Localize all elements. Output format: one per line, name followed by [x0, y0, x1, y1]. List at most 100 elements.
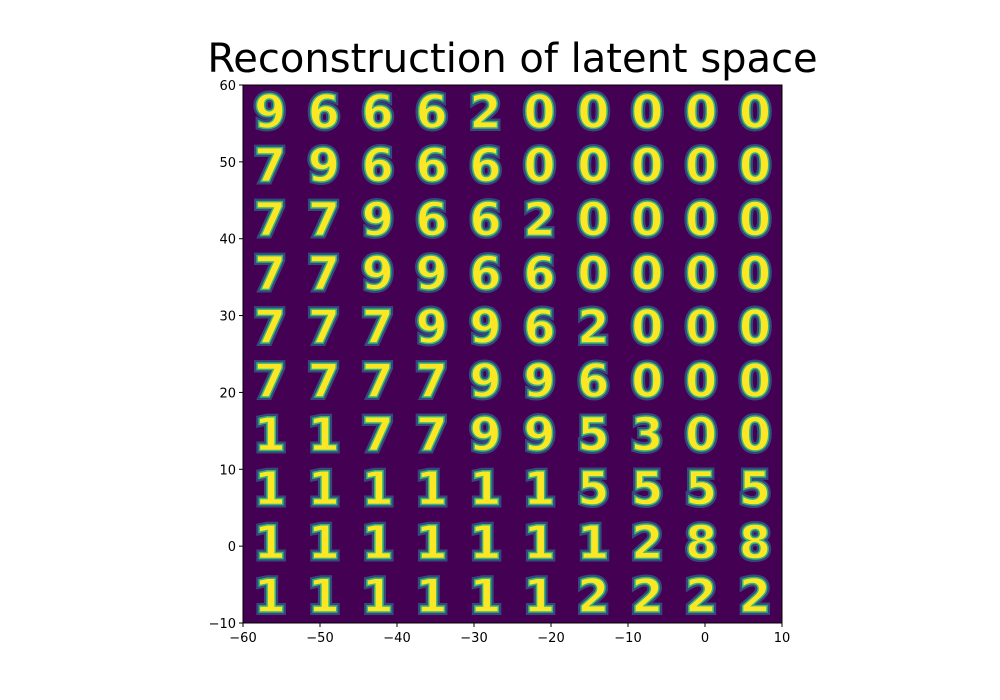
- digit-cell: 22: [736, 566, 774, 626]
- digit-cell: 00: [628, 190, 666, 250]
- digit-cell: 11: [359, 566, 397, 626]
- digit-glow: 1: [254, 515, 286, 569]
- digit-cell: 66: [467, 136, 505, 196]
- digit-cell: 00: [574, 82, 612, 142]
- digit-glyph: 0: [739, 246, 771, 300]
- digit-glow: 1: [470, 569, 502, 623]
- digit-cell: 11: [251, 512, 289, 572]
- digit-glow: 7: [254, 300, 286, 354]
- digit-cell: 00: [628, 351, 666, 411]
- digit-glyph: 7: [416, 408, 448, 462]
- digit-glow: 1: [308, 462, 340, 516]
- digit-glow: 1: [254, 569, 286, 623]
- digit-cell: 66: [359, 82, 397, 142]
- digit-cell: 77: [251, 136, 289, 196]
- digit-cell: 00: [628, 82, 666, 142]
- digit-cell: 00: [682, 405, 720, 465]
- digit-glyph: 0: [685, 408, 717, 462]
- digit-glyph: 6: [523, 300, 555, 354]
- digit-glyph: 9: [523, 408, 555, 462]
- digit-cell: 11: [467, 566, 505, 626]
- digit-glow: 0: [685, 193, 717, 247]
- y-tick-label: 10: [219, 463, 236, 478]
- digit-glow: 9: [470, 408, 502, 462]
- digit-cell: 77: [305, 190, 343, 250]
- digit-glyph: 0: [685, 193, 717, 247]
- digit-cell: 00: [682, 82, 720, 142]
- digit-glyph: 9: [362, 246, 394, 300]
- digit-cell: 77: [305, 351, 343, 411]
- digit-glyph: 1: [308, 515, 340, 569]
- digit-glow: 0: [631, 246, 663, 300]
- digit-cell: 99: [413, 297, 451, 357]
- digit-cell: 00: [736, 82, 774, 142]
- digit-glow: 7: [308, 300, 340, 354]
- digit-glyph: 7: [308, 354, 340, 408]
- digit-glow: 1: [470, 462, 502, 516]
- digit-glow: 2: [685, 569, 717, 623]
- digit-glyph: 7: [308, 246, 340, 300]
- digit-cell: 11: [413, 512, 451, 572]
- digit-glyph: 9: [523, 354, 555, 408]
- digit-cell: 99: [467, 297, 505, 357]
- digit-cell: 99: [305, 136, 343, 196]
- digit-glow: 9: [254, 85, 286, 139]
- digit-glyph: 6: [470, 139, 502, 193]
- digit-cell: 22: [628, 512, 666, 572]
- digit-glyph: 8: [739, 515, 771, 569]
- digit-glyph: 2: [523, 193, 555, 247]
- digit-glyph: 1: [577, 515, 609, 569]
- digit-glyph: 5: [685, 462, 717, 516]
- digit-glyph: 1: [523, 515, 555, 569]
- digit-cell: 11: [359, 512, 397, 572]
- digit-glyph: 0: [739, 354, 771, 408]
- digit-glow: 7: [254, 246, 286, 300]
- digit-glyph: 1: [254, 515, 286, 569]
- digit-glow: 0: [739, 85, 771, 139]
- digit-glow: 2: [577, 569, 609, 623]
- digit-glyph: 5: [739, 462, 771, 516]
- digit-glyph: 1: [308, 462, 340, 516]
- digit-glyph: 1: [470, 515, 502, 569]
- digit-glow: 6: [470, 139, 502, 193]
- digit-glyph: 0: [739, 139, 771, 193]
- digit-glow: 7: [362, 354, 394, 408]
- digit-glow: 7: [308, 193, 340, 247]
- digit-glyph: 0: [523, 85, 555, 139]
- digit-glow: 9: [362, 193, 394, 247]
- digit-glyph: 0: [631, 85, 663, 139]
- digit-cell: 11: [413, 566, 451, 626]
- digit-glow: 6: [362, 85, 394, 139]
- digit-cell: 66: [413, 82, 451, 142]
- digit-cell: 66: [520, 243, 558, 303]
- digit-cell: 77: [305, 243, 343, 303]
- digit-cell: 00: [736, 243, 774, 303]
- digit-glow: 5: [739, 462, 771, 516]
- digit-glow: 0: [631, 300, 663, 354]
- digit-glow: 0: [523, 139, 555, 193]
- digit-glow: 5: [631, 462, 663, 516]
- digit-glyph: 2: [631, 569, 663, 623]
- digit-glow: 1: [254, 408, 286, 462]
- digit-glow: 0: [523, 85, 555, 139]
- digit-cell: 00: [736, 297, 774, 357]
- digit-glyph: 6: [416, 139, 448, 193]
- digit-glyph: 1: [254, 408, 286, 462]
- y-tick-label: 40: [219, 233, 236, 248]
- digit-cell: 33: [628, 405, 666, 465]
- digit-cell: 00: [736, 190, 774, 250]
- x-tick-label: 0: [701, 631, 709, 646]
- digit-glyph: 9: [416, 300, 448, 354]
- digit-glow: 6: [416, 139, 448, 193]
- digit-glow: 2: [470, 85, 502, 139]
- digit-cell: 99: [359, 190, 397, 250]
- digit-glow: 7: [254, 193, 286, 247]
- digit-glyph: 1: [470, 462, 502, 516]
- digit-glow: 0: [739, 408, 771, 462]
- digit-glow: 6: [416, 85, 448, 139]
- digit-glow: 0: [631, 139, 663, 193]
- digit-glyph: 0: [631, 139, 663, 193]
- digit-glow: 0: [739, 139, 771, 193]
- digit-cell: 22: [467, 82, 505, 142]
